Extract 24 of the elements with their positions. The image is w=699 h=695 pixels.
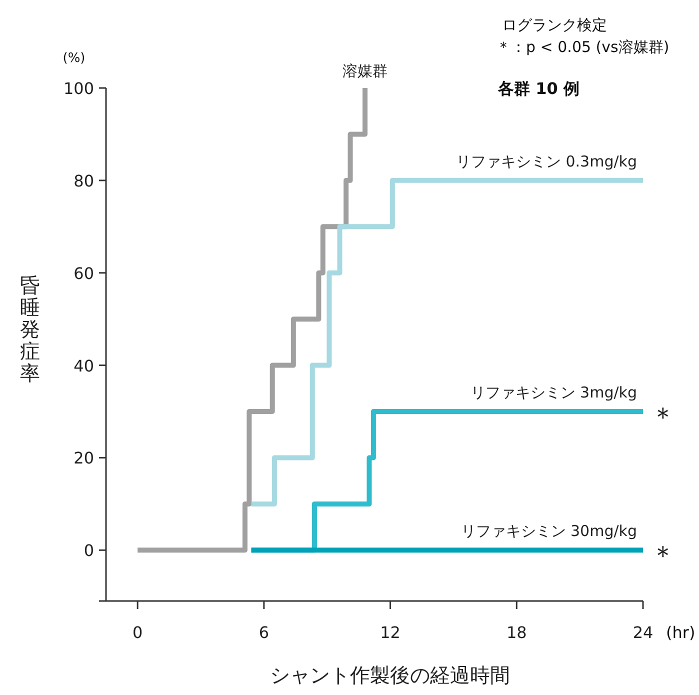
y-tick-label: 0 — [84, 541, 94, 560]
x-tick-label: 6 — [258, 623, 270, 642]
x-axis-title: シャント作製後の経過時間 — [270, 663, 510, 687]
y-tick-label: 100 — [63, 79, 94, 98]
x-tick-label: 0 — [132, 623, 143, 642]
x-tick-label: 18 — [506, 623, 527, 642]
text: ＊：p < 0.05 (vs溶媒群) — [496, 38, 670, 56]
y-tick-label: 80 — [74, 171, 94, 190]
annotation: 各群 10 例 — [497, 79, 580, 98]
series-label: 溶媒群 — [342, 62, 388, 80]
series-label: リファキシミン 3mg/kg — [470, 384, 637, 402]
x-tick-label: 12 — [380, 623, 400, 642]
text: ログランク検定 — [502, 16, 607, 34]
y-tick-label: 40 — [74, 356, 94, 376]
text: (hr) — [666, 623, 696, 642]
y-axis-title: 昏睡発症率 — [20, 273, 40, 385]
text: (%) — [62, 51, 86, 66]
annotation: ＊ — [650, 541, 676, 572]
y-tick-label: 60 — [74, 264, 94, 283]
series-label: リファキシミン 30mg/kg — [460, 522, 637, 540]
y-tick-label: 20 — [74, 448, 94, 468]
x-tick-label: 24 — [632, 623, 654, 642]
annotation: ＊ — [650, 402, 676, 433]
series-label: リファキシミン 0.3mg/kg — [456, 152, 637, 170]
